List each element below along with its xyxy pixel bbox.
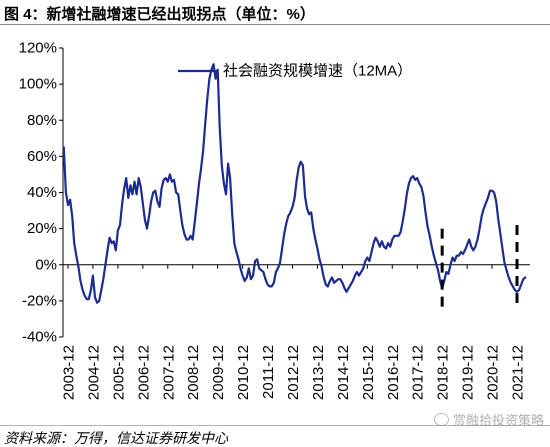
x-tick-label: 2020-12 [485,345,502,400]
watermark-text: 赏融拾投资策略 [452,413,544,428]
x-tick-label: 2009-12 [210,345,227,400]
x-tick-label: 2018-12 [435,345,452,400]
source-divider [0,425,550,426]
x-tick-label: 2007-12 [160,345,177,400]
y-tick-label: 40% [27,184,57,201]
y-tick-label: -20% [22,292,57,309]
y-tick-label: 80% [27,112,57,129]
x-tick-label: 2012-12 [285,345,302,400]
x-tick-label: 2014-12 [335,345,352,400]
wechat-icon [433,413,449,426]
figure-title: 图 4：新增社融增速已经出现拐点（单位：%） [4,6,315,23]
y-tick-label: 20% [27,220,57,237]
y-tick-label: 60% [27,148,57,165]
x-tick-label: 2017-12 [410,345,427,400]
x-tick-label: 2013-12 [310,345,327,400]
axes: 120% 100% 80% 60% 40% 20% 0% -20% -40%2003-12 200… [19,40,530,400]
legend-label: 社会融资规模增速（12MA） [223,63,412,80]
x-tick-label: 2021-12 [510,345,527,400]
x-tick-label: 2006-12 [135,345,152,400]
x-tick-label: 2008-12 [185,345,202,400]
y-tick-label: 100% [19,76,57,93]
y-tick-label: 120% [19,40,57,57]
x-tick-label: 2003-12 [61,345,78,400]
y-tick-label: 0% [35,256,57,273]
series-layer [62,63,527,304]
series-line-0 [62,63,527,304]
source-note: 资料来源：万得，信达证券研发中心 [4,430,228,446]
reference-lines [440,225,519,310]
title-divider [0,24,550,25]
x-tick-label: 2015-12 [360,345,377,400]
x-tick-label: 2019-12 [460,345,477,400]
x-tick-label: 2005-12 [110,345,127,400]
watermark: 赏融拾投资策略 [433,410,544,429]
x-tick-label: 2011-12 [260,345,277,399]
x-tick-label: 2016-12 [385,345,402,400]
legend: 社会融资规模增速（12MA） [178,63,412,80]
x-tick-label: 2010-12 [235,345,252,400]
y-tick-label: -40% [22,329,57,346]
x-tick-label: 2004-12 [85,345,102,400]
